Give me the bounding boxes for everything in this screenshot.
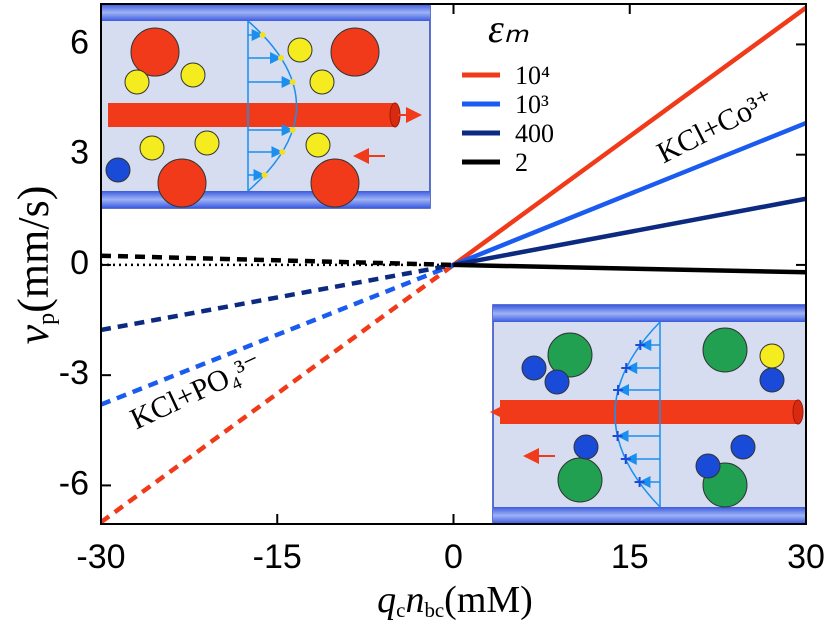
ylabel-part: (mm/s) <box>9 186 58 313</box>
rod-end <box>792 399 804 425</box>
inset-wall <box>493 305 806 322</box>
plot-frame <box>100 3 807 525</box>
series-line <box>100 253 454 268</box>
y-tick-label: -3 <box>59 354 89 392</box>
legend-label: 2 <box>515 148 528 177</box>
ion <box>544 369 570 395</box>
series-line <box>452 5 808 267</box>
x-tick-label: 0 <box>444 538 463 576</box>
charge <box>289 79 296 85</box>
x-tick-label: -15 <box>253 538 302 576</box>
charge <box>635 340 646 350</box>
series-line <box>453 262 807 275</box>
ion <box>702 327 748 373</box>
ylabel-part: p <box>33 313 60 325</box>
x-tick-label: -30 <box>76 538 125 576</box>
ion <box>139 135 165 161</box>
ion <box>157 158 207 208</box>
charge <box>259 32 266 38</box>
y-tick-label: 0 <box>70 244 89 282</box>
series-line <box>99 263 455 524</box>
ion <box>557 457 603 503</box>
inset-wall <box>101 4 430 21</box>
ion <box>180 62 206 88</box>
series-line <box>100 262 455 407</box>
rod <box>108 103 395 127</box>
xlabel-part: (mM) <box>444 579 533 621</box>
ion <box>310 158 360 208</box>
charge <box>261 172 268 178</box>
x-tick-label: 15 <box>611 538 649 576</box>
charge <box>612 431 623 441</box>
ion <box>105 157 131 183</box>
legend-title: εₘ <box>488 6 529 51</box>
xlabel-part: q <box>377 579 396 621</box>
plot <box>99 4 808 524</box>
legend-label: 400 <box>515 119 554 148</box>
series-line <box>100 262 454 333</box>
ylabel-part: v <box>9 324 58 344</box>
insets <box>100 3 807 525</box>
y-tick-label: 3 <box>70 134 89 172</box>
ion <box>305 132 331 158</box>
charge <box>278 55 285 61</box>
series-line <box>452 120 807 268</box>
ion <box>309 69 335 95</box>
charge <box>620 454 631 464</box>
series-line <box>453 196 807 268</box>
ion <box>573 434 599 460</box>
ion <box>730 434 756 460</box>
charge <box>279 149 286 155</box>
xlabel-label: qcnbc(mM) <box>377 579 533 622</box>
inset-wall <box>101 191 430 208</box>
legend-label: 10³ <box>515 90 549 119</box>
ion <box>547 332 593 378</box>
ion <box>759 367 785 393</box>
y-tick-label: 6 <box>70 23 89 61</box>
charge <box>621 363 632 373</box>
annotation: KCl+PO₄³⁻ <box>125 347 266 436</box>
xlabel-part: n <box>405 579 424 621</box>
ion <box>521 355 547 381</box>
rod <box>500 400 798 424</box>
charge <box>634 477 645 487</box>
x-tick-label: 30 <box>787 538 825 576</box>
xlabel-part: c <box>396 598 405 622</box>
ion <box>759 343 785 369</box>
legend-label: 10⁴ <box>515 61 550 90</box>
charge <box>613 385 624 395</box>
inset-wall <box>493 507 806 524</box>
ion <box>287 37 313 63</box>
y-tick-label: -6 <box>59 464 89 502</box>
ion <box>194 130 220 156</box>
ion <box>124 69 150 95</box>
xlabel-part: bc <box>424 598 444 622</box>
velocity-profile <box>247 20 298 192</box>
charge <box>289 127 296 133</box>
ion <box>330 27 380 77</box>
ion <box>695 453 721 479</box>
ylabel-label: vp(mm/s) <box>9 186 60 345</box>
annotation: KCl+Co³⁺ <box>652 83 780 170</box>
ion <box>130 27 180 77</box>
